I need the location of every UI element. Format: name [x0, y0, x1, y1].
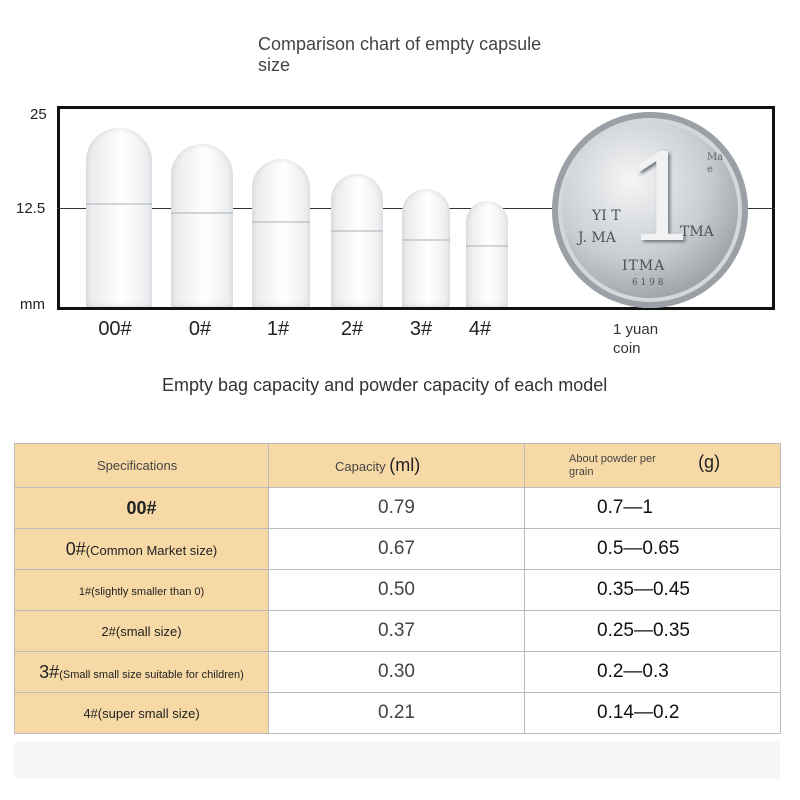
capsule-size-label: 00#	[98, 318, 132, 340]
table-row: 3#(Small small size suitable for childre…	[14, 651, 781, 693]
table-row: 1#(slightly smaller than 0) 0.50 0.35—0.45	[14, 569, 781, 611]
capacity-cell: 0.79	[268, 487, 525, 529]
capsule-seam	[402, 238, 450, 241]
capsule-seam	[466, 245, 508, 248]
powder-cell: 0.25—0.35	[524, 610, 781, 652]
spec-note: 1#(slightly smaller than 0)	[78, 585, 205, 598]
capacity-cell: 0.67	[268, 528, 525, 570]
spec-cell: 4#(super small size)	[14, 692, 269, 734]
capsule-size-label: 0#	[188, 318, 212, 340]
header-powder-label: About powder per grain	[569, 452, 656, 478]
capsule-seam	[331, 229, 383, 232]
powder-cell: 0.5—0.65	[524, 528, 781, 570]
capsule-00hash	[86, 128, 152, 307]
capsule-seam	[171, 212, 233, 215]
table-row: 2#(small size) 0.37 0.25—0.35	[14, 610, 781, 652]
one-yuan-coin-image: 1 YI T J. MA TMA ITMA 6 1 9 8 Ma e	[552, 112, 748, 308]
spec-cell: 00#	[14, 487, 269, 529]
powder-cell: 0.7—1	[524, 487, 781, 529]
capacity-cell: 0.50	[268, 569, 525, 611]
capacity-cell: 0.30	[268, 651, 525, 693]
spec-note: 2#(small size)	[101, 623, 182, 639]
comparison-chart-title: Comparison chart of empty capsule size	[258, 34, 542, 75]
footer-band	[14, 742, 780, 778]
spec-cell: 0#(Common Market size)	[14, 528, 269, 570]
capsule-size-label: 2#	[340, 318, 364, 340]
capsule-spec-table: Specifications Capacity (ml) About powde…	[14, 443, 781, 734]
capsule-seam	[252, 221, 310, 224]
table-title: Empty bag capacity and powder capacity o…	[162, 375, 608, 395]
capsule-4hash	[466, 200, 508, 307]
spec-cell: 2#(small size)	[14, 610, 269, 652]
coin-text-right: TMA	[680, 224, 714, 240]
capsule-1hash	[252, 158, 310, 307]
spec-cell: 1#(slightly smaller than 0)	[14, 569, 269, 611]
axis-label-middle: 12.5	[16, 200, 46, 217]
header-spec-label: Specifications	[97, 458, 178, 473]
header-capacity: Capacity (ml)	[268, 443, 525, 488]
capacity-cell: 0.37	[268, 610, 525, 652]
capsule-seam	[86, 203, 152, 206]
coin-numeral: 1	[624, 130, 701, 269]
header-capacity-label: Capacity	[335, 459, 386, 474]
coin-corner-text: Ma e	[707, 152, 724, 175]
capsule-size-label: 4#	[468, 318, 492, 340]
coin-text-bottom: ITMA	[622, 258, 666, 274]
coin-year: 6 1 9 8	[632, 278, 664, 288]
capacity-cell: 0.21	[268, 692, 525, 734]
capsule-2hash	[331, 174, 383, 307]
powder-cell: 0.2—0.3	[524, 651, 781, 693]
coin-text-left2: J. MA	[578, 230, 616, 246]
table-row: 00# 0.79 0.7—1	[14, 487, 781, 529]
spec-main: 3#	[39, 661, 60, 682]
spec-cell: 3#(Small small size suitable for childre…	[14, 651, 269, 693]
spec-main: 0#	[65, 538, 86, 559]
coin-caption: 1 yuan coin	[613, 321, 659, 357]
spec-main: 00#	[126, 497, 157, 518]
header-capacity-unit: (ml)	[389, 455, 421, 475]
capsule-3hash	[402, 189, 450, 307]
table-row: 4#(super small size) 0.21 0.14—0.2	[14, 692, 781, 734]
axis-label-unit: mm	[20, 296, 45, 313]
powder-cell: 0.14—0.2	[524, 692, 781, 734]
header-specifications: Specifications	[14, 443, 269, 488]
spec-note: (Small small size suitable for children)	[59, 668, 244, 681]
capsule-size-label: 1#	[266, 318, 290, 340]
coin-text-left: YI T	[592, 208, 621, 224]
spec-note: (Common Market size)	[85, 542, 218, 558]
header-powder-unit: (g)	[698, 452, 721, 473]
axis-label-top: 25	[30, 106, 47, 123]
header-powder: About powder per grain (g)	[524, 443, 781, 488]
table-row: 0#(Common Market size) 0.67 0.5—0.65	[14, 528, 781, 570]
capsule-0hash	[171, 143, 233, 307]
capsule-size-label: 3#	[409, 318, 433, 340]
powder-cell: 0.35—0.45	[524, 569, 781, 611]
spec-note: 4#(super small size)	[83, 705, 200, 721]
